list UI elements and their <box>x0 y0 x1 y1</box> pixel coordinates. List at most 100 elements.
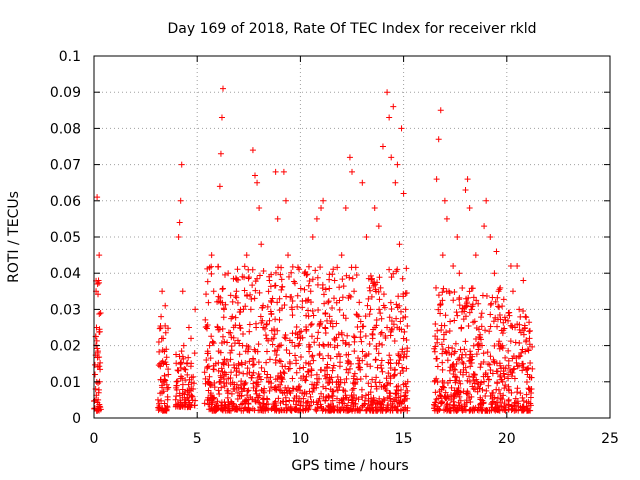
data-point <box>272 168 279 175</box>
data-point <box>362 332 369 339</box>
data-point <box>307 393 314 400</box>
data-point <box>446 288 453 295</box>
data-point <box>391 338 398 345</box>
data-point <box>369 335 376 342</box>
data-point <box>494 368 501 375</box>
data-point <box>259 396 266 403</box>
data-point <box>397 318 404 325</box>
data-point <box>228 334 235 341</box>
data-point <box>260 267 267 274</box>
data-point <box>523 337 530 344</box>
data-point <box>165 366 172 373</box>
data-point <box>400 406 407 413</box>
data-point <box>278 407 285 414</box>
data-point <box>343 375 350 382</box>
data-point <box>320 355 327 362</box>
data-point <box>278 387 285 394</box>
data-point <box>494 379 501 386</box>
data-point <box>305 282 312 289</box>
data-point <box>221 271 228 278</box>
data-point <box>217 406 224 413</box>
data-point <box>263 348 270 355</box>
data-point <box>515 353 522 360</box>
data-point <box>470 294 477 301</box>
data-point <box>281 370 288 377</box>
data-point <box>501 385 508 392</box>
data-point <box>487 234 494 240</box>
data-point <box>184 404 191 411</box>
data-point <box>524 371 531 378</box>
data-point <box>340 312 347 319</box>
data-point <box>447 318 454 325</box>
data-point <box>394 161 401 168</box>
data-point <box>453 309 460 316</box>
data-point <box>334 395 341 402</box>
data-point <box>227 356 234 363</box>
data-point <box>316 352 323 359</box>
data-point <box>313 215 320 222</box>
data-point <box>207 392 214 399</box>
data-point <box>451 350 458 357</box>
data-point <box>386 352 393 359</box>
data-point <box>320 291 327 298</box>
data-point <box>375 223 382 230</box>
data-point <box>250 356 257 363</box>
data-point <box>249 147 256 154</box>
data-point <box>222 301 229 308</box>
data-point <box>506 312 513 319</box>
data-point <box>92 371 99 378</box>
data-point <box>384 324 391 331</box>
data-point <box>251 172 258 179</box>
data-point <box>242 398 249 405</box>
data-point <box>280 398 287 405</box>
data-point <box>274 327 281 334</box>
data-point <box>324 371 331 378</box>
data-point <box>523 391 530 398</box>
data-point <box>438 322 445 329</box>
data-point <box>389 325 396 332</box>
data-point <box>206 373 213 380</box>
data-point <box>263 321 270 328</box>
data-point <box>528 374 535 381</box>
data-point <box>376 274 383 281</box>
data-point <box>345 369 352 376</box>
data-point <box>340 283 347 290</box>
data-point <box>232 275 239 282</box>
data-point <box>478 310 485 317</box>
data-point <box>480 358 487 365</box>
data-point <box>468 303 475 310</box>
data-point <box>239 342 246 349</box>
data-point <box>433 355 440 362</box>
x-axis-label: GPS time / hours <box>291 458 408 474</box>
data-point <box>228 369 235 376</box>
data-point <box>452 340 459 347</box>
data-point <box>316 341 323 348</box>
data-point <box>485 382 492 389</box>
data-point <box>467 357 474 364</box>
data-point <box>497 342 504 349</box>
data-point <box>487 323 494 330</box>
data-point <box>276 342 283 349</box>
data-point <box>204 350 211 357</box>
data-point <box>345 396 352 403</box>
data-point <box>467 398 474 405</box>
data-point <box>222 405 229 412</box>
data-point <box>338 331 345 338</box>
data-point <box>460 366 467 373</box>
data-point <box>481 223 488 230</box>
data-point <box>368 275 375 282</box>
data-point <box>320 197 327 204</box>
data-point <box>359 403 366 410</box>
grid-lines <box>94 56 610 418</box>
data-point <box>393 301 400 308</box>
data-point <box>188 335 195 342</box>
data-point <box>264 371 271 378</box>
data-point <box>255 370 262 377</box>
data-point <box>358 394 365 401</box>
data-point <box>307 343 314 350</box>
data-point <box>260 401 267 408</box>
data-point <box>160 335 167 342</box>
data-point <box>474 378 481 385</box>
data-point <box>526 335 533 342</box>
